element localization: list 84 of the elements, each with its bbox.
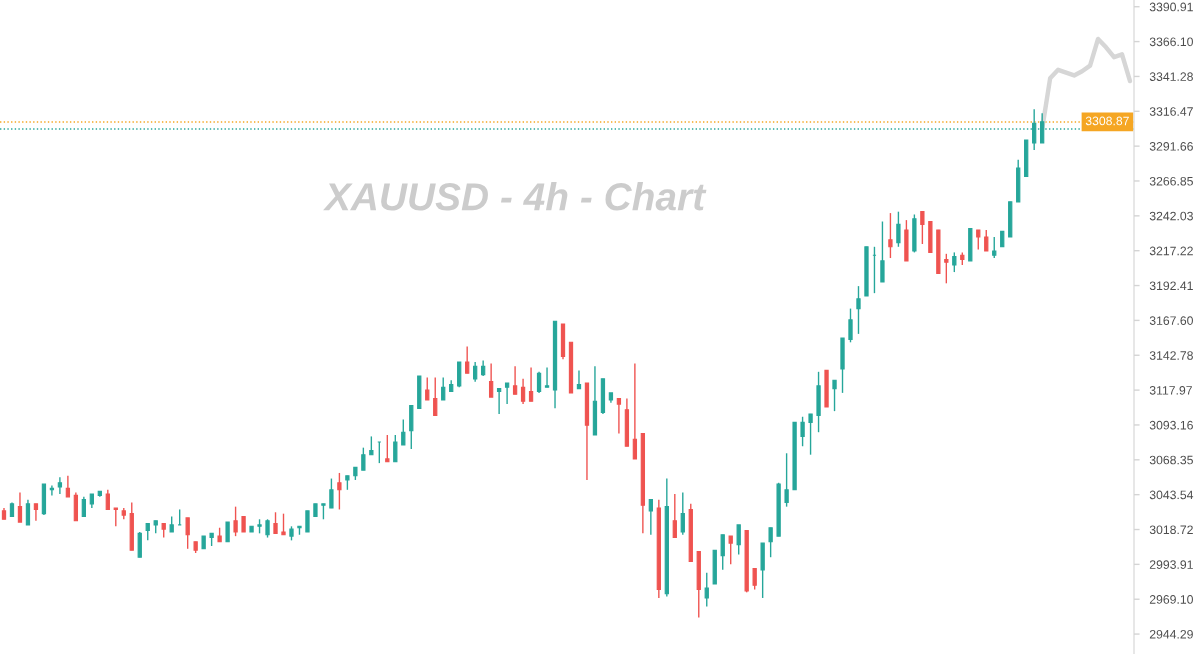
y-tick-label: 3142.78 bbox=[1149, 351, 1193, 360]
candlestick bbox=[576, 369, 582, 390]
candlestick bbox=[808, 413, 813, 456]
candlestick bbox=[992, 236, 997, 259]
y-tick-label: 3266.85 bbox=[1149, 176, 1193, 186]
candlestick bbox=[361, 446, 366, 471]
candlestick bbox=[680, 491, 685, 536]
candlestick bbox=[273, 511, 278, 535]
candlestick bbox=[536, 371, 542, 394]
candlestick bbox=[520, 378, 526, 405]
candlestick bbox=[984, 229, 989, 252]
ref-line-label: 3308.87 bbox=[1085, 116, 1129, 126]
candlestick bbox=[528, 366, 534, 403]
y-tick-label: 3291.66 bbox=[1149, 142, 1193, 151]
candlestick bbox=[648, 498, 654, 536]
candlestick bbox=[880, 220, 885, 283]
candlestick bbox=[465, 345, 470, 374]
candlestick bbox=[385, 434, 390, 463]
y-tick-label: 3316.47 bbox=[1149, 107, 1193, 116]
candlestick bbox=[441, 376, 446, 401]
candlestick bbox=[896, 210, 901, 248]
candlestick bbox=[856, 285, 861, 335]
y-tick-label: 3068.35 bbox=[1149, 455, 1193, 465]
candlestick bbox=[305, 510, 310, 533]
candlestick bbox=[616, 397, 622, 435]
candlestick bbox=[329, 477, 334, 509]
candlestick bbox=[736, 524, 741, 556]
candlestick bbox=[720, 534, 725, 571]
candlestick bbox=[952, 251, 957, 273]
y-tick-label: 3217.22 bbox=[1149, 246, 1193, 256]
candlestick bbox=[33, 503, 39, 522]
y-tick-label: 3018.72 bbox=[1149, 525, 1193, 535]
candlestick bbox=[393, 434, 398, 463]
candlestick bbox=[496, 387, 502, 415]
candlestick bbox=[25, 498, 31, 526]
candlestick bbox=[512, 365, 518, 395]
y-tick-label: 3341.28 bbox=[1149, 72, 1193, 81]
candlestick bbox=[17, 491, 23, 523]
candlestick bbox=[113, 507, 118, 528]
candlestick bbox=[728, 535, 733, 565]
candlestick bbox=[401, 418, 406, 446]
candlestick bbox=[976, 229, 981, 251]
y-tick-label: 3117.97 bbox=[1149, 386, 1192, 395]
candlestick bbox=[488, 362, 494, 398]
y-tick-label: 3093.16 bbox=[1149, 420, 1193, 430]
candlestick bbox=[800, 416, 805, 447]
candlestick bbox=[185, 517, 190, 550]
y-tick-label: 2993.91 bbox=[1149, 560, 1193, 569]
candlestick bbox=[369, 435, 374, 456]
candlestick bbox=[632, 362, 638, 460]
y-tick-label: 3366.10 bbox=[1149, 37, 1193, 47]
candlestick bbox=[473, 361, 478, 383]
candlestick bbox=[504, 382, 510, 405]
y-tick-label: 3390.91 bbox=[1149, 2, 1193, 12]
candlestick bbox=[704, 571, 709, 608]
candlestick bbox=[848, 307, 853, 344]
candlestick bbox=[281, 512, 286, 536]
candlestick bbox=[425, 376, 430, 401]
y-tick-label: 3167.60 bbox=[1149, 316, 1193, 325]
candlestick bbox=[944, 253, 949, 285]
candlestick bbox=[832, 379, 837, 412]
candlestick bbox=[65, 475, 71, 498]
candlestick bbox=[57, 476, 63, 495]
candlestick bbox=[920, 210, 925, 245]
candlestick bbox=[768, 527, 773, 558]
candlestick bbox=[225, 521, 230, 543]
candlestick bbox=[265, 518, 270, 539]
candlestick bbox=[337, 472, 342, 511]
candlestick bbox=[137, 531, 142, 558]
y-tick-label: 3043.54 bbox=[1149, 490, 1194, 500]
y-tick-label: 2944.29 bbox=[1149, 629, 1193, 639]
y-tick-label: 3192.41 bbox=[1149, 281, 1193, 291]
candlestick bbox=[888, 212, 893, 259]
candlestick bbox=[433, 376, 438, 417]
candlestick bbox=[81, 496, 87, 518]
candlestick bbox=[672, 493, 677, 539]
candlestick bbox=[457, 361, 462, 388]
candlestick bbox=[752, 567, 757, 591]
candlestick bbox=[784, 452, 789, 508]
y-tick-label: 3242.03 bbox=[1149, 211, 1193, 221]
candlestick bbox=[233, 505, 238, 537]
y-tick-label: 2969.10 bbox=[1149, 595, 1193, 604]
candlestick bbox=[544, 366, 550, 388]
candlestick bbox=[105, 489, 110, 511]
